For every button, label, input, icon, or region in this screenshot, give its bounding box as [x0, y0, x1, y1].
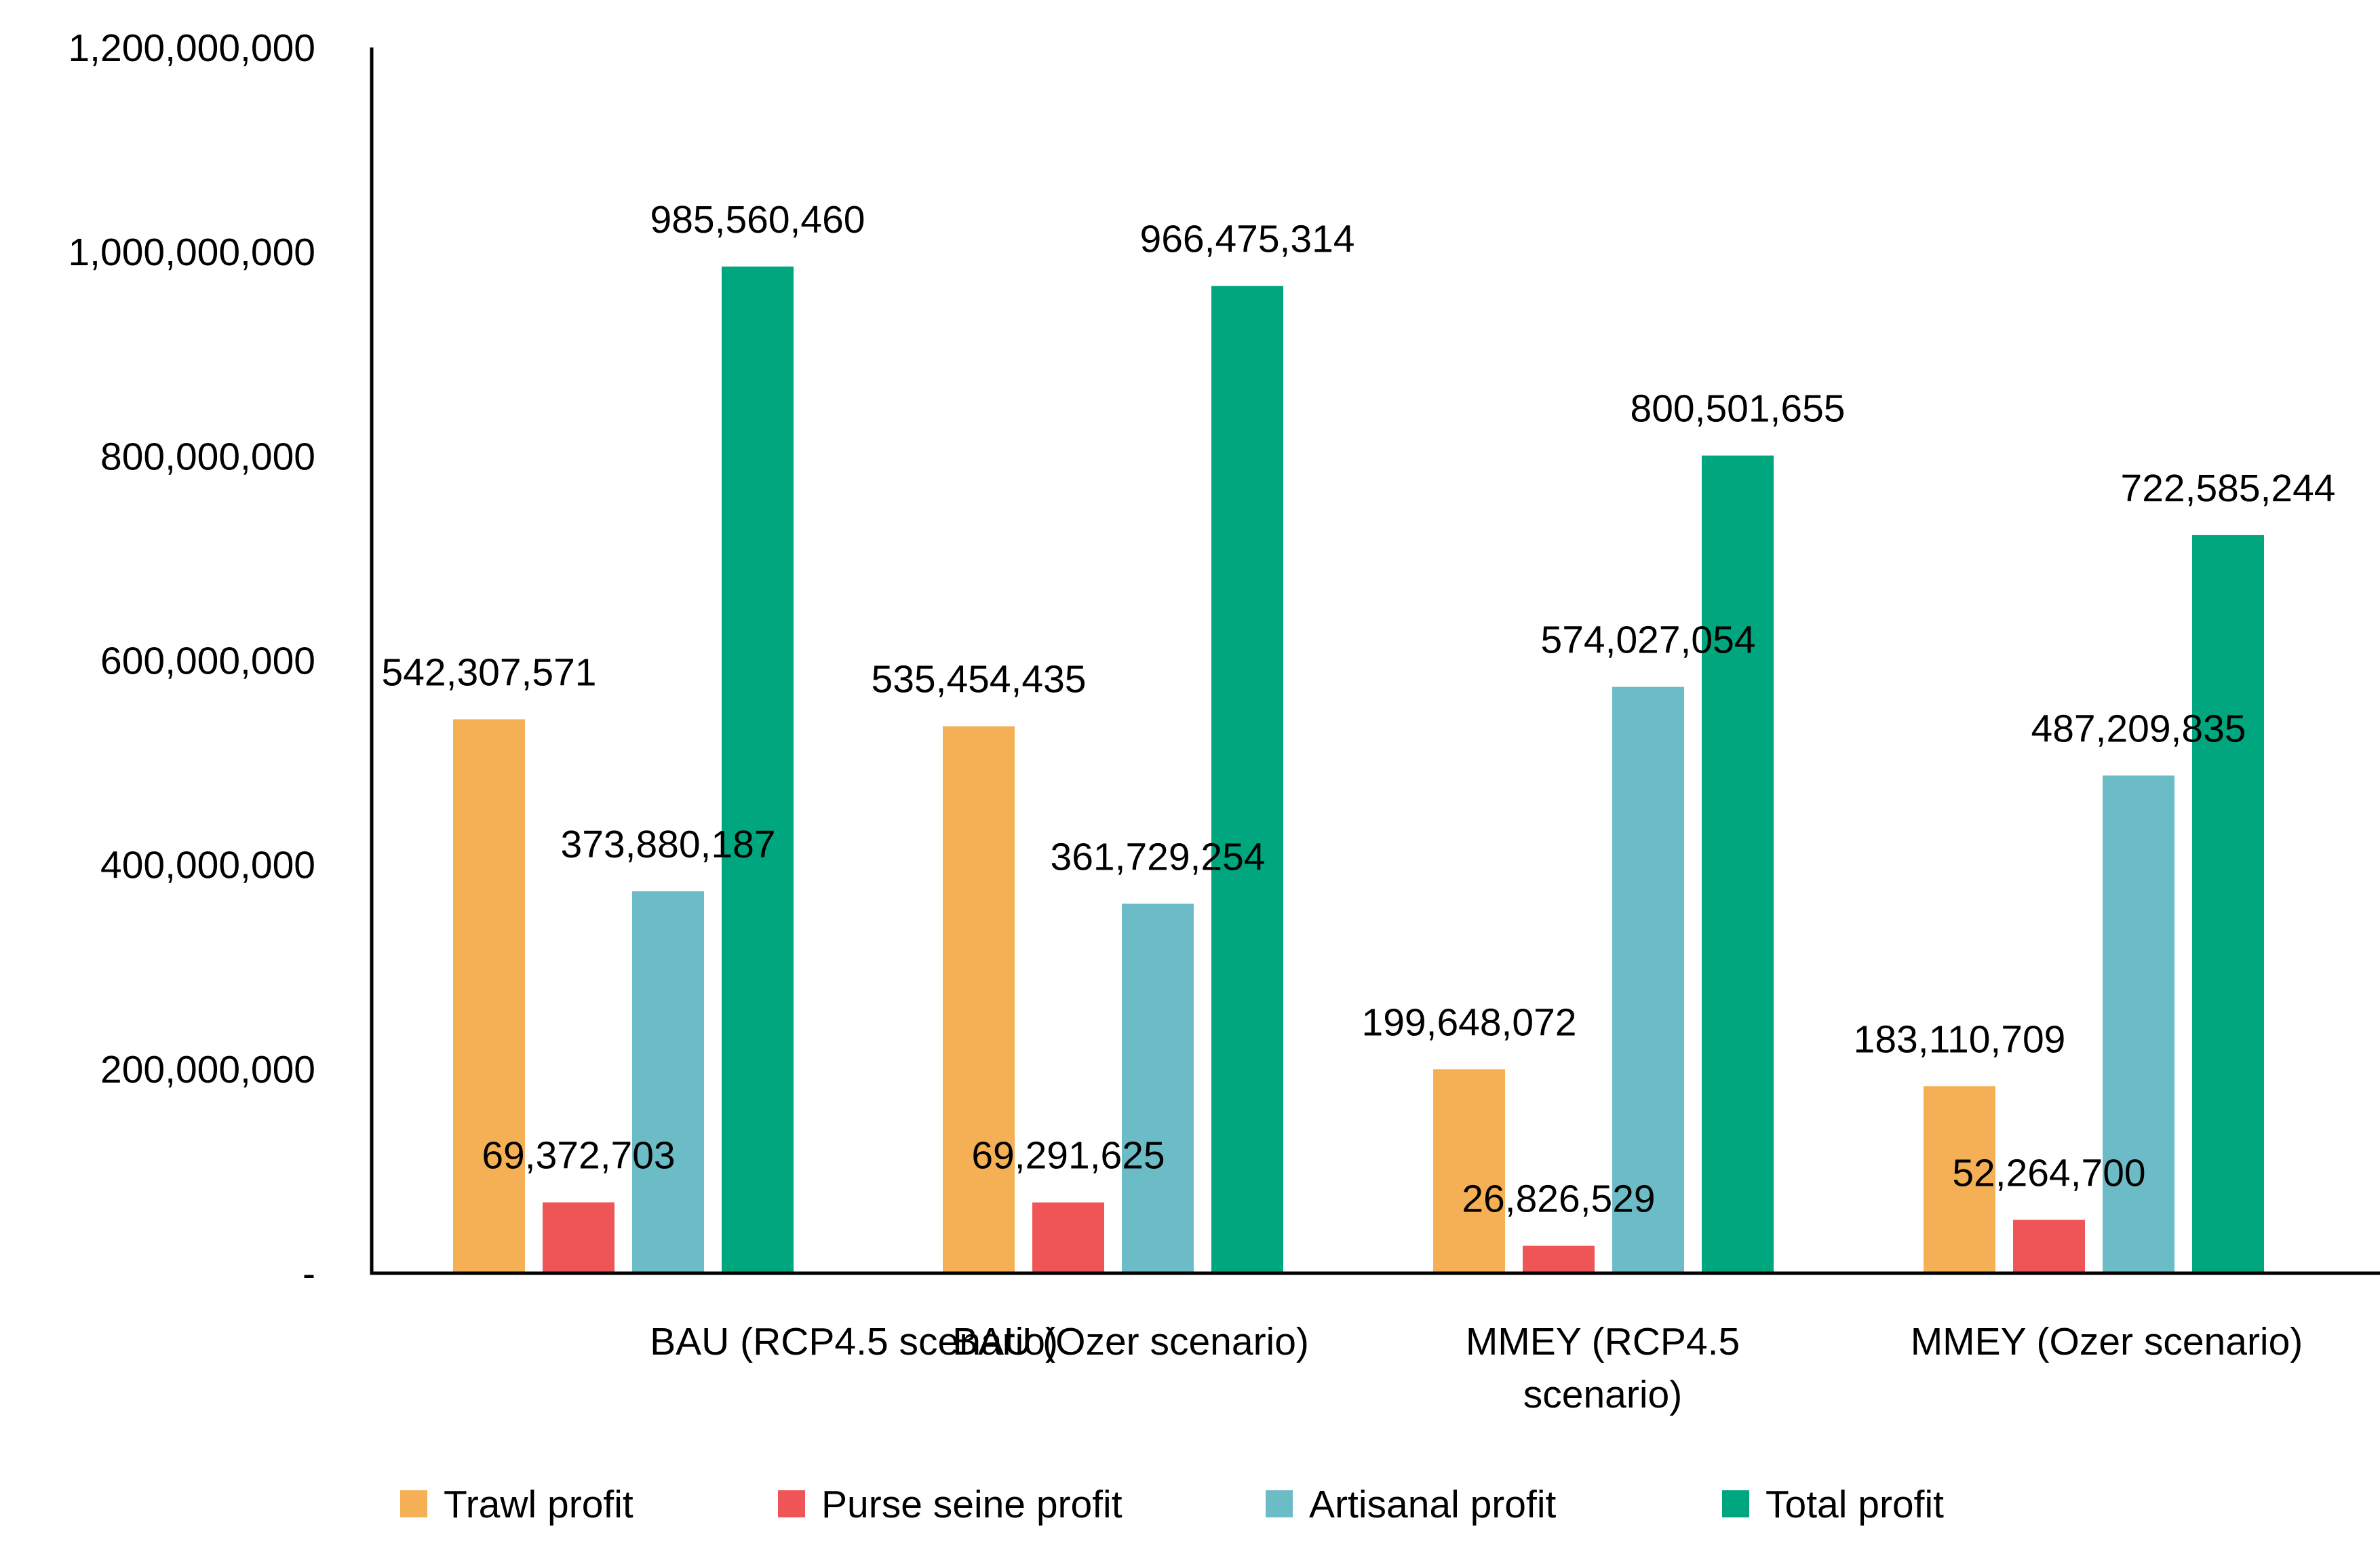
legend-swatch — [1266, 1490, 1293, 1517]
data-label: 69,291,625 — [971, 1134, 1165, 1178]
legend-swatch — [400, 1490, 427, 1517]
data-label: 722,585,244 — [2121, 467, 2336, 510]
data-label: 69,372,703 — [482, 1134, 675, 1178]
y-tick-label: 800,000,000 — [100, 435, 315, 478]
bar — [2013, 1220, 2085, 1273]
x-category-label: scenario) — [1523, 1373, 1682, 1416]
bar — [943, 726, 1015, 1273]
bar — [1523, 1245, 1595, 1273]
y-tick-label: 1,000,000,000 — [68, 231, 315, 274]
y-tick-label: 1,200,000,000 — [68, 26, 315, 70]
data-label: 26,826,529 — [1462, 1178, 1655, 1221]
data-label: 966,475,314 — [1140, 218, 1355, 261]
x-category-label: MMEY (RCP4.5 — [1466, 1320, 1740, 1363]
data-label: 542,307,571 — [382, 651, 597, 694]
legend-label: Total profit — [1766, 1483, 1944, 1526]
data-label: 199,648,072 — [1362, 1001, 1577, 1044]
bar — [543, 1202, 614, 1273]
data-label: 361,729,254 — [1051, 835, 1266, 878]
bar — [1211, 286, 1283, 1273]
y-tick-label: 600,000,000 — [100, 640, 315, 683]
x-category-label: BAU (RCP4.5 scenario) — [650, 1320, 1058, 1363]
data-label: 373,880,187 — [561, 823, 776, 866]
bar — [722, 266, 794, 1274]
bar — [2103, 775, 2174, 1273]
legend-label: Trawl profit — [444, 1483, 633, 1526]
y-tick-label: - — [303, 1252, 315, 1296]
x-category-label: MMEY (Ozer scenario) — [1911, 1320, 2303, 1363]
bar — [1612, 686, 1684, 1273]
data-label: 183,110,709 — [1854, 1017, 2066, 1061]
bar — [1032, 1202, 1104, 1273]
data-label: 574,027,054 — [1541, 619, 1756, 662]
data-label: 800,501,655 — [1631, 387, 1846, 431]
bar — [453, 719, 525, 1273]
y-tick-label: 400,000,000 — [100, 844, 315, 887]
legend-label: Artisanal profit — [1309, 1483, 1556, 1526]
y-tick-label: 200,000,000 — [100, 1048, 315, 1091]
bar — [1433, 1069, 1505, 1273]
bar — [2192, 535, 2264, 1274]
bar — [632, 891, 704, 1273]
legend-label: Purse seine profit — [821, 1483, 1123, 1526]
bar — [1702, 455, 1774, 1274]
data-label: 487,209,835 — [2031, 707, 2246, 750]
legend-swatch — [778, 1490, 805, 1517]
bar — [1122, 904, 1194, 1273]
data-label: 52,264,700 — [1952, 1151, 2145, 1195]
data-label: 535,454,435 — [872, 658, 1087, 701]
data-label: 985,560,460 — [650, 198, 865, 241]
x-category-label: BAU (Ozer scenario) — [952, 1320, 1309, 1363]
legend-swatch — [1722, 1490, 1749, 1517]
bar — [1924, 1086, 1995, 1273]
